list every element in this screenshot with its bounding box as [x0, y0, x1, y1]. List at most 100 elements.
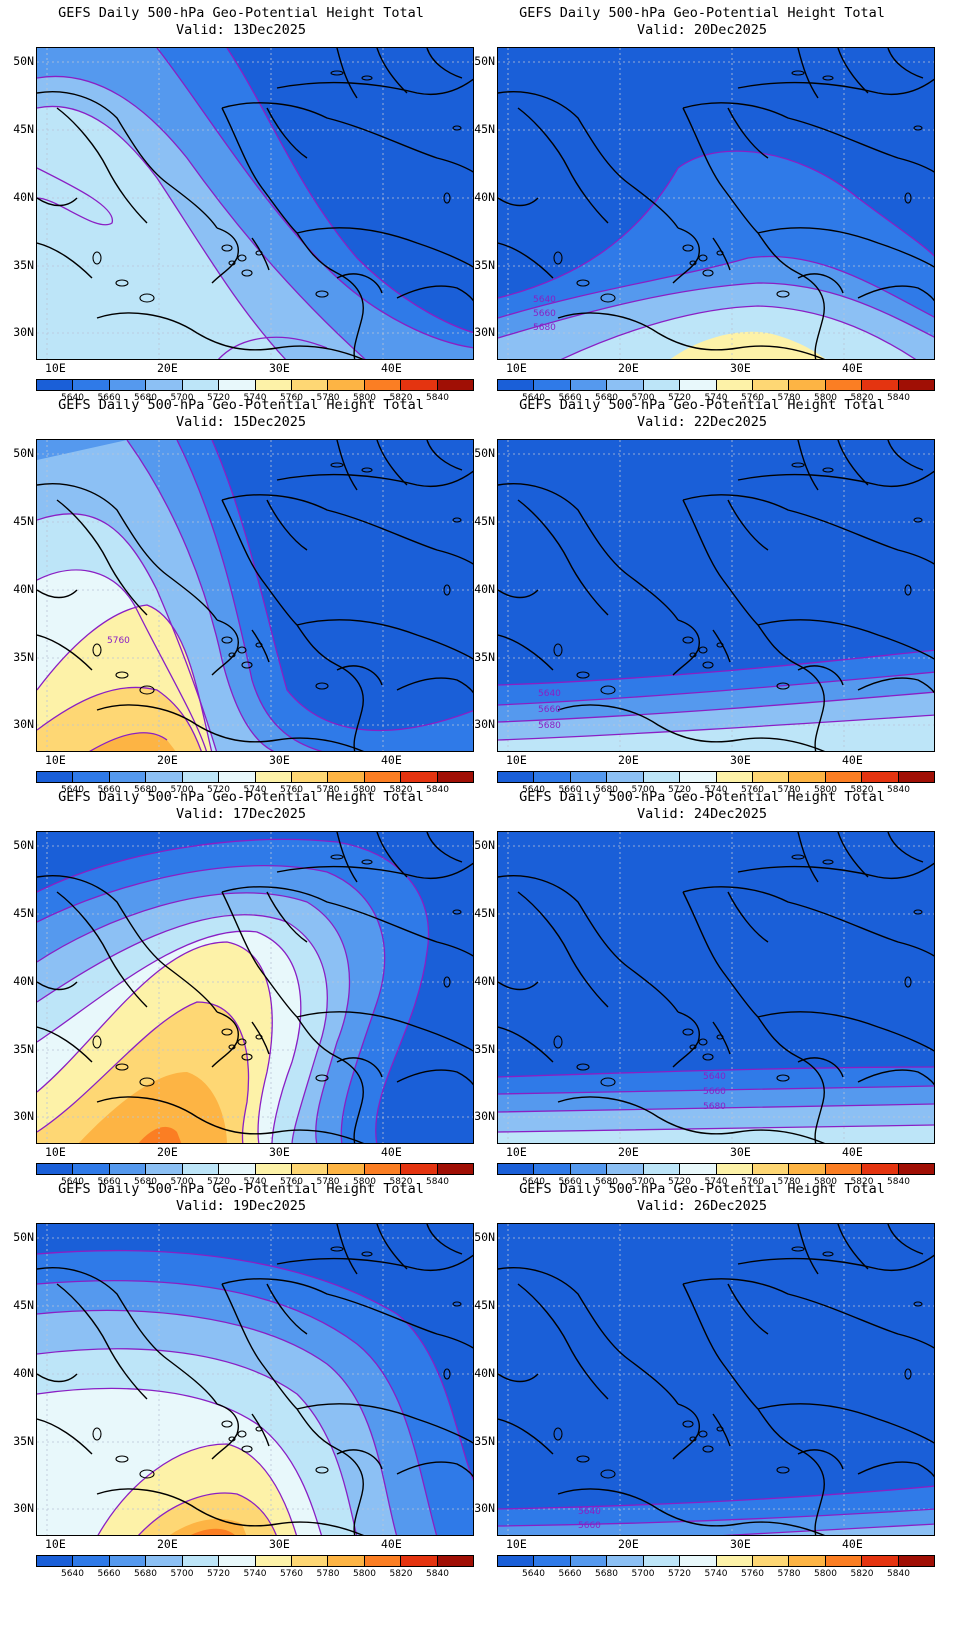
colorbar-label: 5740 — [243, 1569, 267, 1579]
colorbar-label: 5840 — [426, 393, 449, 403]
coastline — [757, 1408, 825, 1535]
colorbar-label: 5800 — [814, 785, 837, 795]
colorbar-swatch — [255, 380, 292, 390]
lon-tick-label: 30E — [269, 1145, 290, 1159]
lat-tick-label: 35N — [13, 258, 34, 272]
coastline — [376, 832, 408, 878]
coastline — [498, 589, 539, 599]
coastline — [672, 227, 700, 284]
lat-tick-label: 35N — [474, 650, 495, 664]
colorbar-swatch — [825, 1164, 863, 1174]
coastline — [336, 1224, 358, 1275]
coastline — [37, 1026, 93, 1063]
colorbar-label: 5700 — [170, 1177, 194, 1187]
colorbar-label: 5800 — [353, 1177, 376, 1187]
lat-tick-label: 45N — [13, 122, 34, 136]
coastline — [682, 891, 759, 1018]
contour-line — [560, 305, 917, 359]
coastline — [857, 677, 934, 694]
colorbar-label: 5660 — [97, 1569, 121, 1579]
coastline — [266, 891, 308, 943]
colorbar-label: 5740 — [704, 393, 728, 403]
coastline — [37, 91, 218, 229]
coastline — [797, 1449, 844, 1470]
contour-line — [226, 48, 473, 334]
contour-line — [126, 440, 275, 751]
coastline — [221, 1283, 298, 1410]
colorbar-swatch — [182, 1556, 220, 1566]
colorbar-swatch — [328, 1556, 365, 1566]
lon-tick-label: 40E — [381, 361, 402, 375]
map-panel: GEFS Daily 500-hPa Geo-Potential Height … — [461, 1176, 943, 1586]
colorbar-swatch — [364, 380, 402, 390]
contour-line — [37, 513, 218, 751]
colorbar-label: 5820 — [389, 393, 413, 403]
coastline — [797, 1224, 819, 1275]
height-band — [37, 106, 286, 359]
colorbar-label: 5660 — [558, 785, 582, 795]
lat-tick-label: 45N — [474, 122, 495, 136]
colorbar-label: 5800 — [353, 785, 376, 795]
contour-line — [724, 1523, 934, 1535]
lat-tick-label: 45N — [13, 1298, 34, 1312]
coastline — [727, 499, 769, 551]
coastline — [336, 832, 358, 883]
coastline — [682, 102, 934, 173]
panel-title: GEFS Daily 500-hPa Geo-Potential Height … — [58, 397, 424, 413]
coastline — [737, 78, 934, 95]
coastline — [56, 499, 148, 616]
height-field-map: 5640 5660 5680 — [497, 831, 935, 1144]
coastline — [887, 440, 924, 471]
contour-line — [498, 1124, 934, 1133]
lat-tick-label: 50N — [13, 54, 34, 68]
colorbar-label: 5700 — [631, 1569, 655, 1579]
coastline — [221, 102, 473, 173]
coastline — [672, 1011, 700, 1068]
coastline — [296, 1011, 473, 1052]
colorbar-label: 5660 — [97, 785, 121, 795]
lat-tick-label: 40N — [13, 582, 34, 596]
lon-tick-label: 20E — [618, 753, 639, 767]
colorbar-swatch — [291, 1556, 329, 1566]
colorbar-swatch — [862, 1556, 899, 1566]
colorbar-swatch — [534, 772, 571, 782]
coastline — [672, 1403, 700, 1460]
coastline — [498, 875, 679, 1013]
contour-line — [138, 1492, 277, 1535]
colorbar-swatch — [498, 380, 535, 390]
lat-tick-label: 40N — [13, 974, 34, 988]
colorbar-label: 5660 — [97, 393, 121, 403]
coastline — [211, 227, 239, 284]
colorbar-label: 5640 — [522, 1177, 545, 1187]
colorbar-label: 5720 — [668, 1177, 691, 1187]
colorbar-label: 5800 — [353, 1569, 376, 1579]
contour-line — [97, 1443, 298, 1535]
coastline — [498, 483, 679, 621]
lon-tick-label: 30E — [730, 1145, 751, 1159]
colorbar-label: 5700 — [170, 1569, 194, 1579]
map-panel: GEFS Daily 500-hPa Geo-Potential Height … — [0, 784, 482, 1194]
coastline — [887, 48, 924, 79]
lon-tick-label: 40E — [381, 753, 402, 767]
coastline — [757, 619, 934, 660]
colorbar-label: 5680 — [595, 393, 618, 403]
panel-valid-date: Valid: 13Dec2025 — [175, 22, 307, 38]
colorbar-label: 5740 — [243, 393, 267, 403]
lat-tick-label: 30N — [474, 1501, 495, 1515]
contour-line — [37, 892, 351, 1143]
contour-line — [218, 336, 328, 359]
lon-tick-label: 10E — [45, 1145, 66, 1159]
colorbar-swatch — [73, 772, 110, 782]
colorbar-swatch — [716, 1164, 753, 1174]
colorbar-swatch — [109, 772, 147, 782]
contour-line — [37, 1279, 438, 1535]
coastline — [296, 1403, 473, 1444]
coastline — [498, 981, 539, 991]
colorbar — [36, 1163, 474, 1175]
coastline — [37, 875, 218, 1013]
coastline — [682, 494, 934, 565]
panel-title: GEFS Daily 500-hPa Geo-Potential Height … — [519, 5, 885, 21]
contour-label: 5660 — [703, 1087, 726, 1097]
colorbar-label: 5780 — [316, 1177, 340, 1187]
panel-valid-date: Valid: 15Dec2025 — [175, 414, 307, 430]
